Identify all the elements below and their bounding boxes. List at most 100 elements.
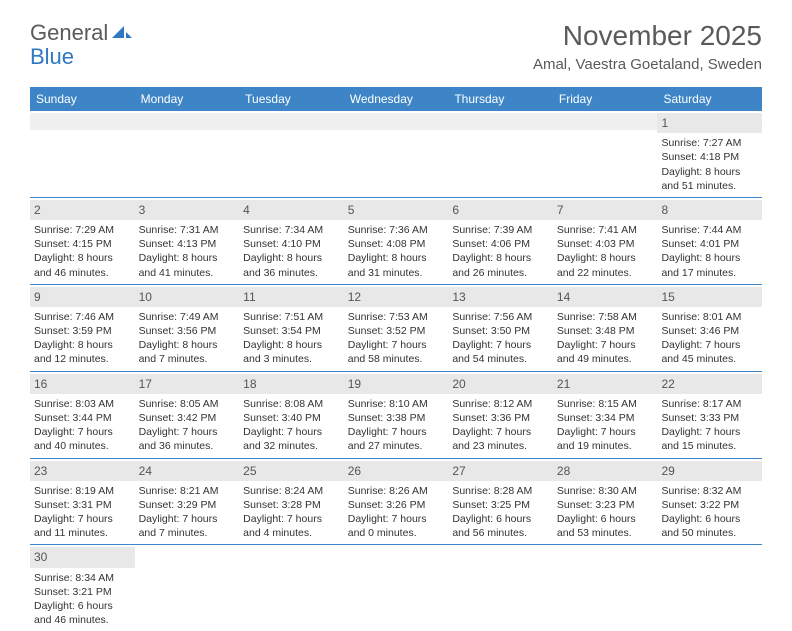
daylight-text: Daylight: 7 hours and 4 minutes. — [243, 512, 340, 540]
calendar-day: 9Sunrise: 7:46 AMSunset: 3:59 PMDaylight… — [30, 285, 135, 371]
daylight-text: Daylight: 6 hours and 50 minutes. — [661, 512, 758, 540]
calendar-day-empty — [657, 545, 762, 631]
sunrise-text: Sunrise: 7:29 AM — [34, 223, 131, 237]
sunset-text: Sunset: 3:59 PM — [34, 324, 131, 338]
daylight-text: Daylight: 6 hours and 46 minutes. — [34, 599, 131, 627]
sunrise-text: Sunrise: 8:05 AM — [139, 397, 236, 411]
header: General November 2025 Amal, Vaestra Goet… — [0, 0, 792, 79]
sunrise-text: Sunrise: 8:08 AM — [243, 397, 340, 411]
sunset-text: Sunset: 4:01 PM — [661, 237, 758, 251]
sunrise-text: Sunrise: 7:39 AM — [452, 223, 549, 237]
sunrise-text: Sunrise: 7:36 AM — [348, 223, 445, 237]
sunrise-text: Sunrise: 7:46 AM — [34, 310, 131, 324]
day-number: 9 — [30, 287, 135, 307]
daylight-text: Daylight: 8 hours and 31 minutes. — [348, 251, 445, 279]
calendar-day-empty — [553, 111, 658, 197]
calendar-week: 23Sunrise: 8:19 AMSunset: 3:31 PMDayligh… — [30, 459, 762, 546]
calendar-day-empty — [448, 111, 553, 197]
location-text: Amal, Vaestra Goetaland, Sweden — [533, 56, 762, 73]
sunset-text: Sunset: 3:34 PM — [557, 411, 654, 425]
day-number: 24 — [135, 461, 240, 481]
calendar-day-empty — [553, 545, 658, 631]
calendar-day: 3Sunrise: 7:31 AMSunset: 4:13 PMDaylight… — [135, 198, 240, 284]
sunset-text: Sunset: 4:15 PM — [34, 237, 131, 251]
day-number: 19 — [344, 374, 449, 394]
sunrise-text: Sunrise: 8:30 AM — [557, 484, 654, 498]
calendar-day: 15Sunrise: 8:01 AMSunset: 3:46 PMDayligh… — [657, 285, 762, 371]
day-number: 27 — [448, 461, 553, 481]
sunrise-text: Sunrise: 8:01 AM — [661, 310, 758, 324]
day-number: 20 — [448, 374, 553, 394]
day-number-empty — [553, 113, 658, 130]
day-number-empty — [448, 113, 553, 130]
daylight-text: Daylight: 8 hours and 36 minutes. — [243, 251, 340, 279]
calendar-day-empty — [344, 111, 449, 197]
sunset-text: Sunset: 4:10 PM — [243, 237, 340, 251]
sunrise-text: Sunrise: 7:49 AM — [139, 310, 236, 324]
logo-sail-icon — [110, 24, 132, 42]
daylight-text: Daylight: 7 hours and 11 minutes. — [34, 512, 131, 540]
calendar-day-empty — [30, 111, 135, 197]
sunrise-text: Sunrise: 8:34 AM — [34, 571, 131, 585]
sunset-text: Sunset: 3:54 PM — [243, 324, 340, 338]
calendar-day: 11Sunrise: 7:51 AMSunset: 3:54 PMDayligh… — [239, 285, 344, 371]
sunrise-text: Sunrise: 8:15 AM — [557, 397, 654, 411]
daylight-text: Daylight: 7 hours and 27 minutes. — [348, 425, 445, 453]
sunset-text: Sunset: 3:40 PM — [243, 411, 340, 425]
day-number: 23 — [30, 461, 135, 481]
calendar-day: 7Sunrise: 7:41 AMSunset: 4:03 PMDaylight… — [553, 198, 658, 284]
daylight-text: Daylight: 8 hours and 41 minutes. — [139, 251, 236, 279]
daylight-text: Daylight: 8 hours and 51 minutes. — [661, 165, 758, 193]
weekday-header-row: SundayMondayTuesdayWednesdayThursdayFrid… — [30, 87, 762, 111]
sunset-text: Sunset: 3:46 PM — [661, 324, 758, 338]
sunset-text: Sunset: 3:29 PM — [139, 498, 236, 512]
day-number: 25 — [239, 461, 344, 481]
sunrise-text: Sunrise: 8:19 AM — [34, 484, 131, 498]
day-number: 30 — [30, 547, 135, 567]
calendar-day: 10Sunrise: 7:49 AMSunset: 3:56 PMDayligh… — [135, 285, 240, 371]
calendar-day: 24Sunrise: 8:21 AMSunset: 3:29 PMDayligh… — [135, 459, 240, 545]
sunrise-text: Sunrise: 7:27 AM — [661, 136, 758, 150]
day-number: 10 — [135, 287, 240, 307]
sunrise-text: Sunrise: 7:56 AM — [452, 310, 549, 324]
calendar-week: 30Sunrise: 8:34 AMSunset: 3:21 PMDayligh… — [30, 545, 762, 631]
calendar-day-empty — [239, 545, 344, 631]
sunset-text: Sunset: 3:42 PM — [139, 411, 236, 425]
sunrise-text: Sunrise: 8:10 AM — [348, 397, 445, 411]
sunset-text: Sunset: 4:08 PM — [348, 237, 445, 251]
sunrise-text: Sunrise: 7:41 AM — [557, 223, 654, 237]
day-number: 11 — [239, 287, 344, 307]
calendar-week: 1Sunrise: 7:27 AMSunset: 4:18 PMDaylight… — [30, 111, 762, 198]
daylight-text: Daylight: 7 hours and 54 minutes. — [452, 338, 549, 366]
daylight-text: Daylight: 7 hours and 36 minutes. — [139, 425, 236, 453]
daylight-text: Daylight: 8 hours and 22 minutes. — [557, 251, 654, 279]
daylight-text: Daylight: 7 hours and 40 minutes. — [34, 425, 131, 453]
calendar-day: 18Sunrise: 8:08 AMSunset: 3:40 PMDayligh… — [239, 372, 344, 458]
sunset-text: Sunset: 4:18 PM — [661, 150, 758, 164]
calendar-day: 14Sunrise: 7:58 AMSunset: 3:48 PMDayligh… — [553, 285, 658, 371]
daylight-text: Daylight: 7 hours and 15 minutes. — [661, 425, 758, 453]
calendar-day: 20Sunrise: 8:12 AMSunset: 3:36 PMDayligh… — [448, 372, 553, 458]
calendar-day: 8Sunrise: 7:44 AMSunset: 4:01 PMDaylight… — [657, 198, 762, 284]
daylight-text: Daylight: 8 hours and 7 minutes. — [139, 338, 236, 366]
daylight-text: Daylight: 7 hours and 49 minutes. — [557, 338, 654, 366]
sunset-text: Sunset: 3:26 PM — [348, 498, 445, 512]
calendar-day: 16Sunrise: 8:03 AMSunset: 3:44 PMDayligh… — [30, 372, 135, 458]
sunset-text: Sunset: 3:48 PM — [557, 324, 654, 338]
sunrise-text: Sunrise: 8:12 AM — [452, 397, 549, 411]
day-number: 4 — [239, 200, 344, 220]
calendar-week: 9 Sunrise: 7:46 AMSunset: 3:59 PM Daylight… — [30, 285, 762, 372]
logo-text-part1: General — [30, 20, 108, 46]
calendar-day: 23Sunrise: 8:19 AMSunset: 3:31 PMDayligh… — [30, 459, 135, 545]
day-number: 13 — [448, 287, 553, 307]
weekday-header: Saturday — [657, 87, 762, 111]
day-number-empty — [135, 113, 240, 130]
weekday-header: Monday — [135, 87, 240, 111]
calendar-day-empty — [135, 111, 240, 197]
day-number: 12 — [344, 287, 449, 307]
calendar-day: 21Sunrise: 8:15 AMSunset: 3:34 PMDayligh… — [553, 372, 658, 458]
day-number: 15 — [657, 287, 762, 307]
day-number: 7 — [553, 200, 658, 220]
day-number: 17 — [135, 374, 240, 394]
calendar-day-empty — [239, 111, 344, 197]
